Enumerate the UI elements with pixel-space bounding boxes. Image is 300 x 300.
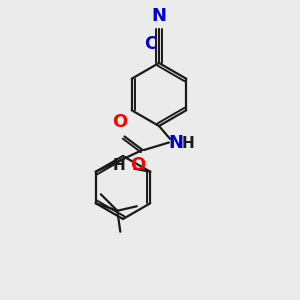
Text: N: N	[152, 7, 166, 25]
Text: H: H	[182, 136, 194, 152]
Text: O: O	[112, 113, 127, 131]
Text: C: C	[145, 35, 157, 53]
Text: N: N	[168, 134, 183, 152]
Text: H: H	[112, 158, 125, 173]
Text: O: O	[130, 156, 146, 174]
